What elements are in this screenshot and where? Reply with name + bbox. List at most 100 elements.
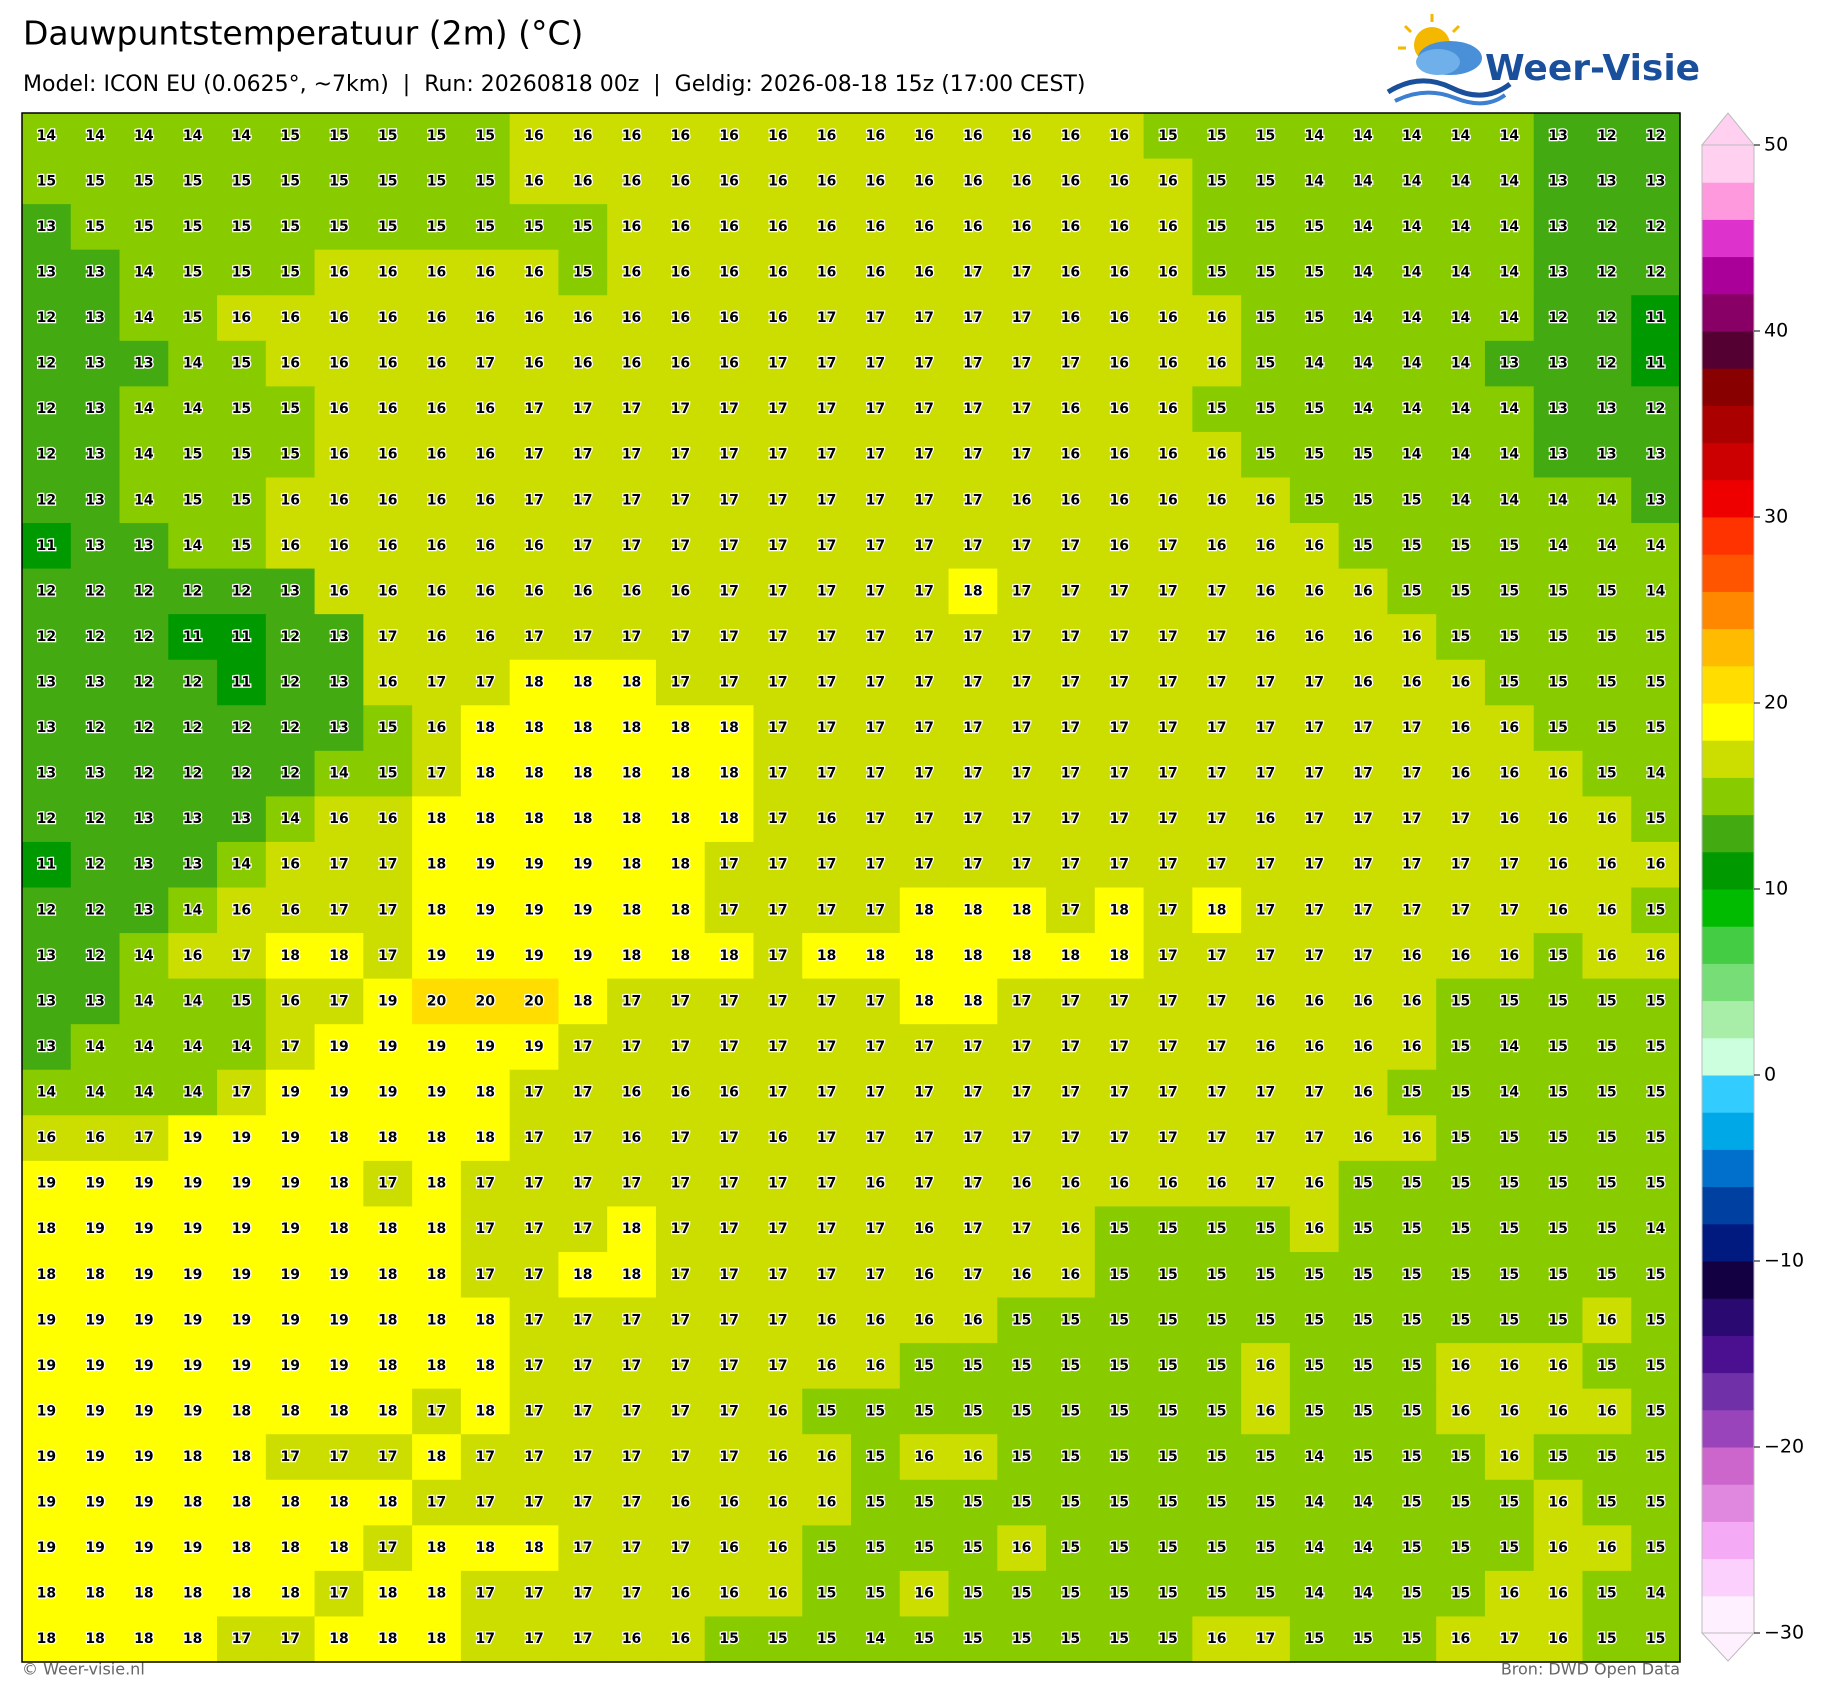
field-cell: [265, 705, 316, 752]
cell-value: 16: [1451, 1403, 1470, 1419]
field-cell: [899, 1525, 950, 1572]
field-cell: [363, 1434, 413, 1481]
field-cell: [1143, 614, 1193, 661]
field-cell: [363, 1206, 413, 1253]
cell-value: 19: [232, 1221, 251, 1237]
cell-value: 16: [1158, 173, 1177, 189]
cell-value: 18: [85, 1631, 104, 1647]
cell-value: 16: [1061, 1221, 1080, 1237]
field-cell: [1631, 1160, 1681, 1208]
field-cell: [607, 1115, 657, 1162]
cell-value: 17: [524, 1631, 543, 1647]
field-cell: [607, 659, 657, 706]
cell-value: 15: [1646, 1495, 1665, 1511]
cell-value: 17: [768, 674, 787, 690]
field-cell: [1533, 933, 1584, 980]
cell-value: 15: [866, 1449, 885, 1465]
cell-value: 17: [671, 1540, 690, 1556]
cell-value: 15: [1256, 1586, 1275, 1602]
field-cell: [1631, 933, 1681, 980]
field-cell: [655, 887, 706, 934]
field-cell: [265, 887, 316, 934]
field-cell: [1387, 1616, 1437, 1663]
field-cell: [1241, 295, 1291, 342]
colorbar-band: [1702, 256, 1754, 295]
cell-value: 18: [914, 948, 933, 964]
field-cell: [558, 750, 608, 797]
cell-value: 14: [1353, 173, 1373, 189]
cell-value: 17: [817, 1221, 836, 1237]
field-cell: [1484, 295, 1535, 342]
field-cell: [1143, 1434, 1193, 1481]
cell-value: 18: [671, 948, 690, 964]
field-cell: [168, 978, 218, 1025]
field-cell: [412, 933, 462, 980]
cell-value: 17: [817, 720, 836, 736]
cell-value: 16: [1061, 492, 1080, 508]
field-cell: [753, 1024, 803, 1071]
field-cell: [558, 1297, 608, 1344]
cell-value: 16: [963, 128, 982, 144]
field-cell: [1631, 568, 1681, 615]
field-cell: [119, 614, 169, 661]
field-cell: [1046, 568, 1096, 615]
cell-value: 14: [1305, 1540, 1325, 1556]
cell-value: 17: [524, 1085, 543, 1101]
field-cell: [1631, 1616, 1681, 1663]
field-cell: [168, 933, 218, 980]
cell-value: 18: [85, 1586, 104, 1602]
cell-value: 15: [1597, 1631, 1616, 1647]
cell-value: 16: [671, 1586, 690, 1602]
cell-value: 14: [1305, 1449, 1325, 1465]
cell-value: 17: [573, 401, 592, 417]
field-cell: [1387, 1024, 1437, 1071]
field-cell: [851, 204, 901, 251]
field-cell: [753, 614, 803, 661]
cell-value: 13: [134, 811, 153, 827]
cell-value: 17: [866, 811, 885, 827]
field-cell: [1338, 1069, 1389, 1116]
field-cell: [363, 614, 413, 661]
field-cell: [1094, 1069, 1145, 1116]
cell-value: 13: [1548, 401, 1567, 417]
field-cell: [265, 1160, 316, 1208]
cell-value: 18: [427, 1586, 446, 1602]
cell-value: 18: [378, 1403, 397, 1419]
cell-value: 14: [1305, 1586, 1325, 1602]
field-cell: [217, 1616, 267, 1663]
field-cell: [948, 933, 998, 980]
field-cell: [1094, 477, 1145, 524]
field-cell: [363, 249, 413, 296]
cell-value: 17: [329, 1449, 348, 1465]
field-cell: [1192, 295, 1242, 342]
field-cell: [1387, 750, 1437, 797]
cell-value: 17: [1109, 720, 1128, 736]
cell-value: 15: [1061, 1312, 1080, 1328]
cell-value: 16: [1061, 219, 1080, 235]
cell-value: 17: [768, 1221, 787, 1237]
cell-value: 15: [1109, 1267, 1128, 1283]
field-cell: [314, 431, 364, 479]
cell-value: 15: [1402, 1312, 1421, 1328]
field-cell: [70, 523, 121, 570]
cell-value: 18: [232, 1495, 251, 1511]
field-cell: [997, 1115, 1047, 1162]
cell-value: 17: [1061, 583, 1080, 599]
field-cell: [997, 978, 1047, 1025]
field-cell: [704, 568, 755, 615]
cell-value: 17: [1109, 993, 1128, 1009]
field-cell: [1143, 295, 1193, 342]
cell-value: 16: [1256, 1358, 1275, 1374]
cell-value: 17: [1207, 766, 1226, 782]
cell-value: 16: [719, 1085, 738, 1101]
field-cell: [1582, 249, 1632, 296]
cell-value: 19: [183, 1540, 202, 1556]
field-cell: [607, 249, 657, 296]
cell-value: 15: [1646, 629, 1665, 645]
cell-value: 16: [329, 310, 348, 326]
field-cell: [1241, 933, 1291, 980]
logo-text: Weer-Visie: [1485, 48, 1700, 89]
cell-value: 19: [134, 1221, 153, 1237]
field-cell: [1192, 887, 1242, 934]
cell-value: 19: [134, 1267, 153, 1283]
